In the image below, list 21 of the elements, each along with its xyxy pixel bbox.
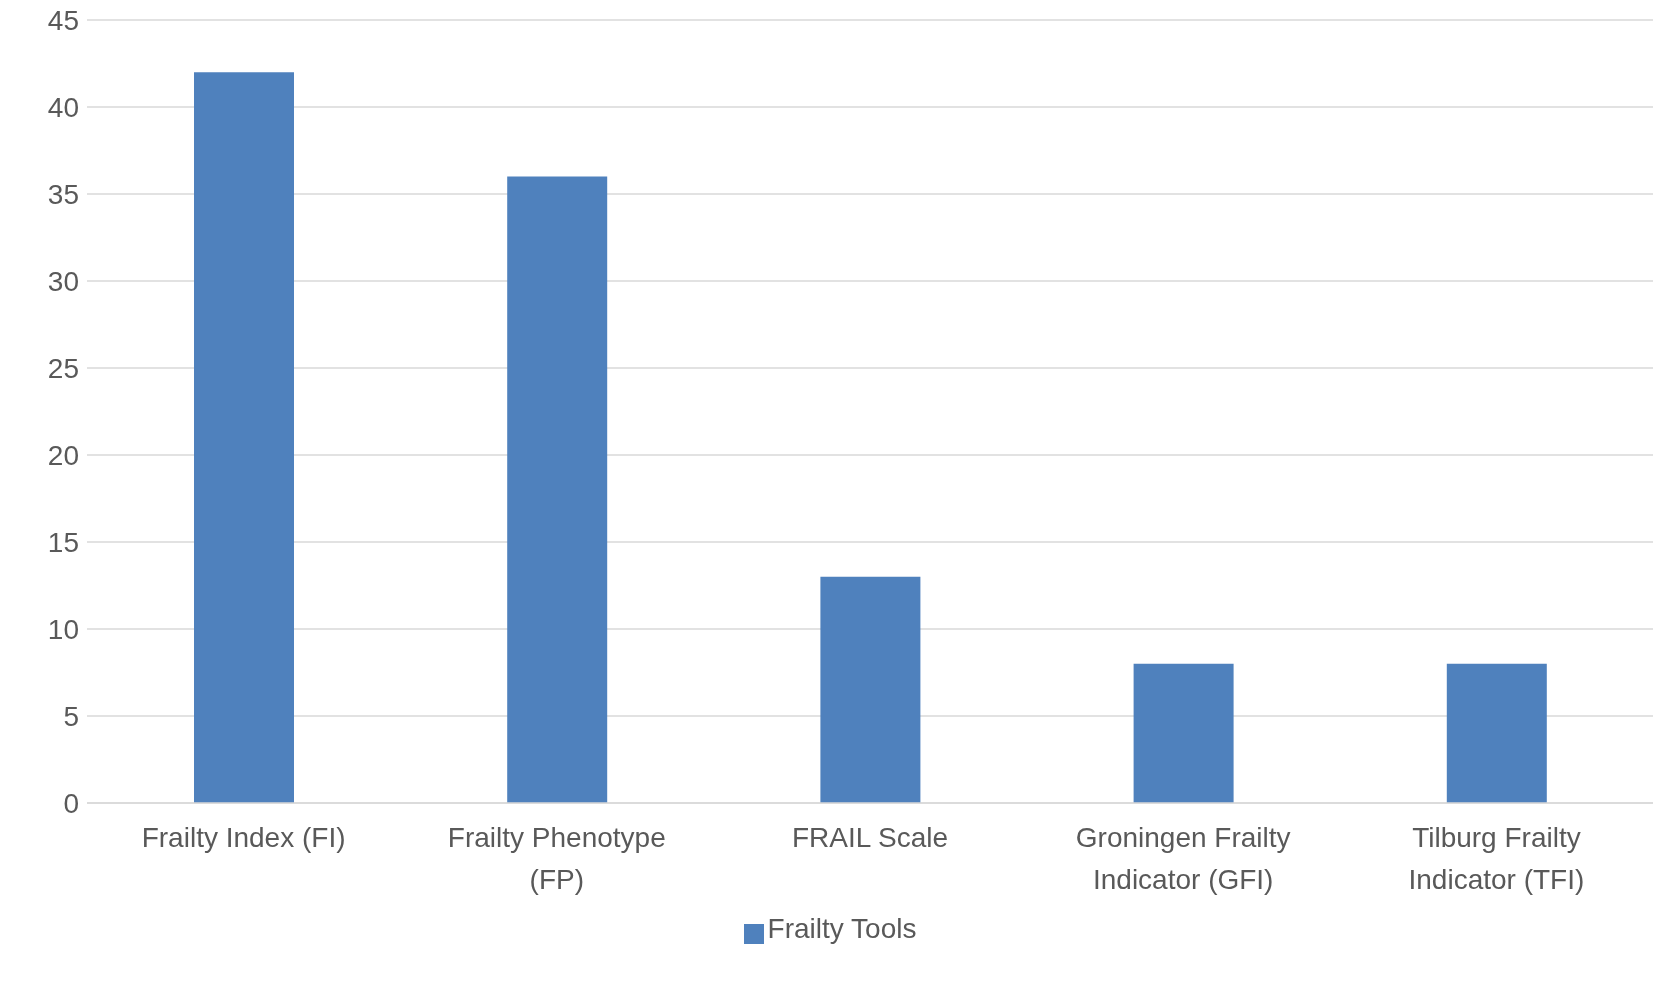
y-tick-label: 0 [63,787,79,819]
y-tick-label: 20 [47,439,79,471]
y-tick-label: 15 [47,526,79,558]
x-tick-label: FRAIL Scale [791,822,949,854]
y-tick-label: 45 [47,4,79,36]
y-tick-label: 25 [47,352,79,384]
bar [507,176,608,803]
x-tick-label: Tilburg Frailty Indicator (TFI) [1408,822,1585,896]
bar [820,576,921,803]
y-tick-label: 30 [47,265,79,297]
x-tick-label: Groningen Frailty Indicator (GFI) [1075,822,1291,896]
x-tick-label: Frailty Index (FI) [141,822,346,854]
y-tick-label: 5 [63,700,79,732]
legend-label: Frailty Tools [767,913,917,944]
y-tick-label: 10 [47,613,79,645]
y-tick-label: 40 [47,91,79,123]
bar [1133,663,1234,803]
bar [194,72,294,803]
bar [1446,663,1547,803]
x-tick-label: Frailty Phenotype (FP) [447,822,666,896]
y-tick-label: 35 [47,178,79,210]
